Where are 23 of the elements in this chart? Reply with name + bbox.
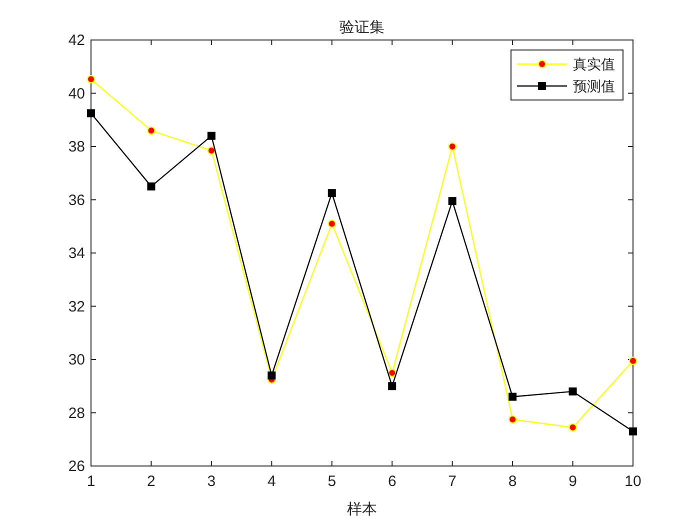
- y-tick-label: 26: [68, 458, 85, 475]
- x-tick-label: 6: [388, 473, 396, 490]
- y-tick-label: 40: [68, 85, 85, 102]
- x-tick-label: 2: [147, 473, 156, 490]
- x-tick-label: 9: [568, 473, 577, 490]
- y-tick-label: 32: [68, 298, 85, 316]
- legend-label: 预测值: [573, 79, 615, 95]
- x-tick-label: 3: [207, 473, 216, 490]
- y-tick-label: 42: [68, 32, 85, 49]
- x-tick-label: 7: [448, 473, 457, 490]
- x-tick-label: 4: [267, 473, 276, 490]
- y-tick-label: 36: [68, 192, 85, 209]
- x-tick-label: 1: [86, 473, 96, 490]
- x-tick-label: 10: [624, 473, 642, 490]
- chart-title: 验证集: [340, 18, 384, 36]
- y-tick-label: 28: [68, 404, 85, 422]
- x-tick-label: 5: [328, 473, 336, 490]
- x-tick-label: 8: [508, 473, 517, 490]
- y-tick-label: 30: [68, 352, 85, 368]
- legend-label: 真实值: [573, 57, 615, 73]
- x-axis-title: 样本: [347, 500, 377, 518]
- y-tick-label: 38: [68, 138, 85, 156]
- y-tick-label: 34: [68, 245, 85, 262]
